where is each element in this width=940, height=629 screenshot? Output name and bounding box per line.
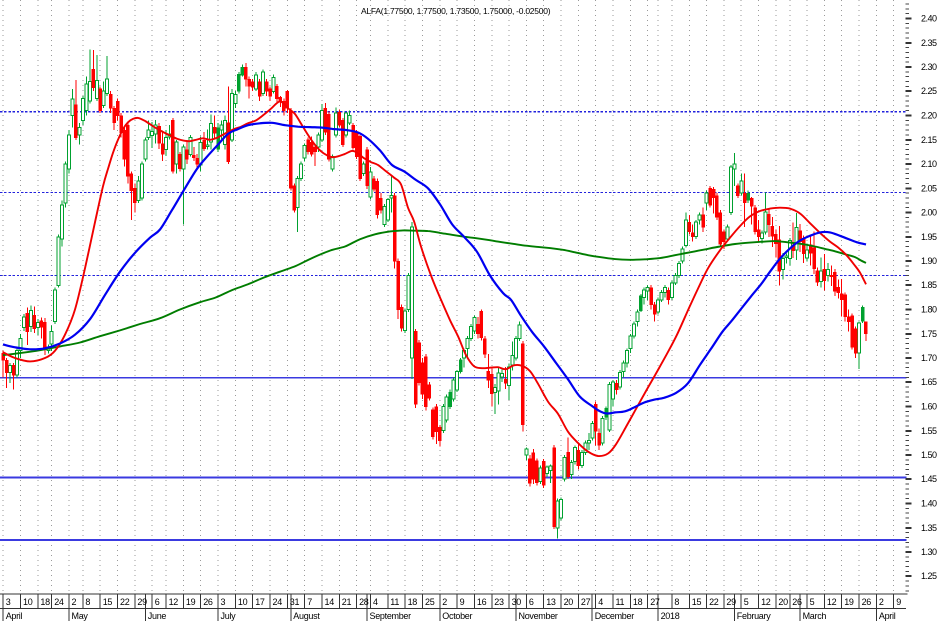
svg-text:28: 28	[359, 597, 369, 607]
svg-text:25: 25	[425, 597, 435, 607]
svg-text:6: 6	[529, 597, 534, 607]
svg-text:26: 26	[792, 597, 802, 607]
svg-text:2.30: 2.30	[921, 62, 937, 72]
svg-text:9: 9	[460, 597, 465, 607]
svg-text:July: July	[221, 611, 237, 621]
svg-text:August: August	[293, 611, 320, 621]
svg-text:October: October	[442, 611, 472, 621]
svg-text:24: 24	[273, 597, 283, 607]
svg-text:4: 4	[598, 597, 603, 607]
svg-text:March: March	[803, 611, 827, 621]
svg-text:31: 31	[290, 597, 300, 607]
svg-text:21: 21	[342, 597, 352, 607]
svg-text:13: 13	[546, 597, 556, 607]
svg-text:2.20: 2.20	[921, 111, 937, 121]
svg-text:20: 20	[564, 597, 574, 607]
svg-text:19: 19	[186, 597, 196, 607]
svg-text:2.00: 2.00	[921, 208, 937, 218]
svg-text:23: 23	[494, 597, 504, 607]
svg-text:12: 12	[169, 597, 179, 607]
svg-text:December: December	[595, 611, 634, 621]
svg-text:24: 24	[54, 597, 64, 607]
svg-text:2.40: 2.40	[921, 14, 937, 24]
svg-text:1.95: 1.95	[921, 232, 937, 242]
svg-text:11: 11	[616, 597, 625, 607]
svg-text:7: 7	[307, 597, 312, 607]
svg-text:12: 12	[761, 597, 771, 607]
svg-text:29: 29	[137, 597, 147, 607]
svg-text:2.25: 2.25	[921, 86, 937, 96]
svg-text:April: April	[6, 611, 23, 621]
svg-text:12: 12	[827, 597, 837, 607]
svg-text:1.70: 1.70	[921, 353, 937, 363]
svg-text:11: 11	[390, 597, 399, 607]
svg-text:2.35: 2.35	[921, 38, 937, 48]
svg-text:26: 26	[203, 597, 213, 607]
svg-text:May: May	[72, 611, 89, 621]
svg-text:1.45: 1.45	[921, 474, 937, 484]
svg-text:6: 6	[155, 597, 160, 607]
svg-text:June: June	[148, 611, 167, 621]
svg-text:2018: 2018	[661, 611, 680, 621]
svg-text:February: February	[737, 611, 771, 621]
svg-text:22: 22	[120, 597, 130, 607]
svg-text:1.80: 1.80	[921, 305, 937, 315]
svg-text:27: 27	[581, 597, 591, 607]
svg-text:2.05: 2.05	[921, 183, 937, 193]
svg-text:1.25: 1.25	[921, 571, 937, 581]
svg-text:18: 18	[408, 597, 418, 607]
svg-text:18: 18	[40, 597, 50, 607]
svg-text:April: April	[879, 611, 896, 621]
svg-text:16: 16	[477, 597, 487, 607]
svg-text:1.75: 1.75	[921, 329, 937, 339]
svg-text:1.50: 1.50	[921, 450, 937, 460]
svg-text:1.30: 1.30	[921, 547, 937, 557]
svg-text:1.65: 1.65	[921, 377, 937, 387]
svg-text:1.90: 1.90	[921, 256, 937, 266]
svg-text:15: 15	[692, 597, 702, 607]
svg-text:14: 14	[325, 597, 335, 607]
svg-text:9: 9	[896, 597, 901, 607]
svg-text:5: 5	[810, 597, 815, 607]
svg-text:1.55: 1.55	[921, 426, 937, 436]
svg-text:3: 3	[6, 597, 11, 607]
svg-text:4: 4	[373, 597, 378, 607]
svg-text:15: 15	[103, 597, 113, 607]
svg-text:10: 10	[238, 597, 248, 607]
svg-text:8: 8	[674, 597, 679, 607]
svg-text:29: 29	[726, 597, 736, 607]
svg-text:2.10: 2.10	[921, 159, 937, 169]
svg-text:1.60: 1.60	[921, 402, 937, 412]
svg-text:20: 20	[778, 597, 788, 607]
svg-text:5: 5	[744, 597, 749, 607]
svg-text:2.15: 2.15	[921, 135, 937, 145]
svg-text:27: 27	[650, 597, 660, 607]
svg-text:2: 2	[879, 597, 884, 607]
svg-text:3: 3	[221, 597, 226, 607]
svg-text:10: 10	[23, 597, 33, 607]
svg-text:18: 18	[633, 597, 643, 607]
svg-text:22: 22	[709, 597, 719, 607]
svg-text:17: 17	[255, 597, 265, 607]
svg-text:2: 2	[72, 597, 77, 607]
svg-text:19: 19	[844, 597, 854, 607]
svg-text:1.35: 1.35	[921, 523, 937, 533]
svg-text:ALFA(1.77500, 1.77500, 1.73500: ALFA(1.77500, 1.77500, 1.73500, 1.75000,…	[361, 6, 551, 16]
svg-text:November: November	[519, 611, 558, 621]
svg-text:1.40: 1.40	[921, 499, 937, 509]
svg-text:8: 8	[85, 597, 90, 607]
svg-text:2: 2	[442, 597, 447, 607]
svg-text:30: 30	[512, 597, 522, 607]
svg-text:September: September	[370, 611, 412, 621]
svg-text:1.85: 1.85	[921, 280, 937, 290]
svg-text:26: 26	[862, 597, 872, 607]
